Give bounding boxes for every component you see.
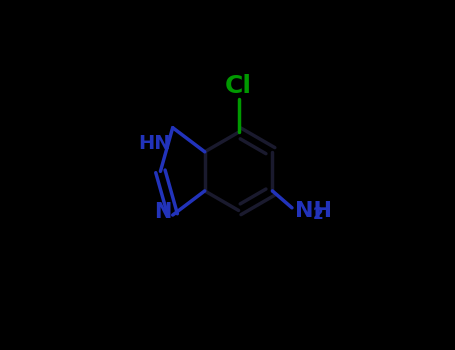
Text: Cl: Cl [225, 74, 252, 98]
Text: 2: 2 [313, 207, 324, 222]
Text: NH: NH [295, 201, 332, 220]
Text: HN: HN [138, 134, 171, 153]
Text: N: N [154, 202, 172, 222]
